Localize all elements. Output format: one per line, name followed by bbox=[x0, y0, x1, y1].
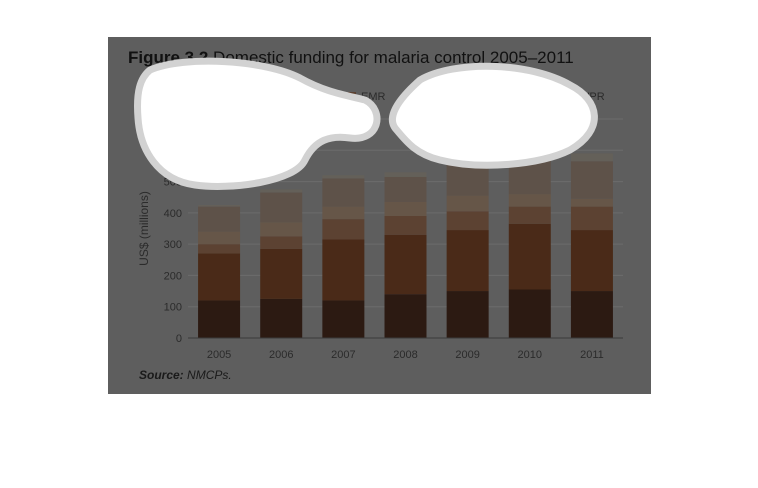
bar-segment-emr bbox=[198, 244, 241, 254]
bar-segment-sear bbox=[570, 161, 613, 199]
bar-segment-amr bbox=[570, 230, 613, 292]
bar-segment-emr bbox=[570, 206, 613, 231]
bar-segment-emr bbox=[384, 215, 427, 235]
bar-segment-amr bbox=[260, 248, 303, 299]
bar-segment-sear bbox=[198, 206, 241, 232]
redaction-blob-left bbox=[134, 57, 381, 190]
bar-segment-afr bbox=[508, 289, 551, 338]
bar-segment-emr bbox=[322, 219, 365, 240]
bar-segment-sear bbox=[322, 178, 365, 207]
figure-title-text: Domestic funding for malaria control 200… bbox=[213, 48, 574, 67]
x-tick-label: 2009 bbox=[455, 349, 479, 361]
x-tick-label: 2007 bbox=[331, 349, 355, 361]
x-tick-label: 2005 bbox=[207, 349, 231, 361]
bar-segment-emr bbox=[508, 206, 551, 224]
bar-segment-amr bbox=[508, 223, 551, 290]
x-tick-label: 2008 bbox=[393, 349, 417, 361]
bar-segment-wpr bbox=[260, 189, 303, 193]
bar-segment-eur bbox=[198, 231, 241, 245]
bar-segment-afr bbox=[570, 291, 613, 338]
bar-segment-eur bbox=[508, 194, 551, 207]
source-note: Source: NMCPs. bbox=[139, 368, 232, 382]
bar-segment-wpr bbox=[322, 175, 365, 179]
bar-segment-wpr bbox=[384, 172, 427, 177]
y-tick-label: 200 bbox=[164, 270, 182, 282]
bar-segment-eur bbox=[570, 198, 613, 207]
y-tick-label: 300 bbox=[164, 239, 182, 251]
bar-segment-afr bbox=[384, 294, 427, 338]
bar-segment-emr bbox=[260, 236, 303, 249]
bar-segment-emr bbox=[446, 211, 489, 231]
source-label: Source: bbox=[139, 368, 184, 382]
bar-segment-sear bbox=[384, 176, 427, 202]
bar-segment-afr bbox=[198, 300, 241, 338]
y-tick-label: 400 bbox=[164, 208, 182, 220]
bar-segment-amr bbox=[322, 239, 365, 301]
bar-segment-eur bbox=[384, 201, 427, 216]
bar-segment-amr bbox=[384, 234, 427, 295]
bar-segment-amr bbox=[446, 230, 489, 292]
bar-segment-wpr bbox=[570, 153, 613, 162]
y-tick-label: 100 bbox=[164, 302, 182, 314]
y-tick-label: 0 bbox=[176, 333, 182, 345]
x-tick-label: 2011 bbox=[580, 349, 604, 361]
bar-segment-amr bbox=[198, 253, 241, 301]
bar-segment-sear bbox=[260, 192, 303, 223]
bar-segment-afr bbox=[446, 291, 489, 338]
bar-segment-sear bbox=[446, 164, 489, 196]
bar-segment-eur bbox=[322, 206, 365, 220]
bar-segment-wpr bbox=[198, 205, 241, 207]
bar-segment-afr bbox=[260, 298, 303, 338]
x-tick-label: 2010 bbox=[518, 349, 542, 361]
bar-segment-eur bbox=[260, 222, 303, 237]
bar-segment-eur bbox=[446, 195, 489, 212]
y-axis-label: US$ (millions) bbox=[137, 191, 151, 266]
x-tick-label: 2006 bbox=[269, 349, 293, 361]
source-text: NMCPs. bbox=[187, 368, 232, 382]
bar-segment-afr bbox=[322, 300, 365, 338]
redaction-blob-right bbox=[388, 62, 598, 169]
